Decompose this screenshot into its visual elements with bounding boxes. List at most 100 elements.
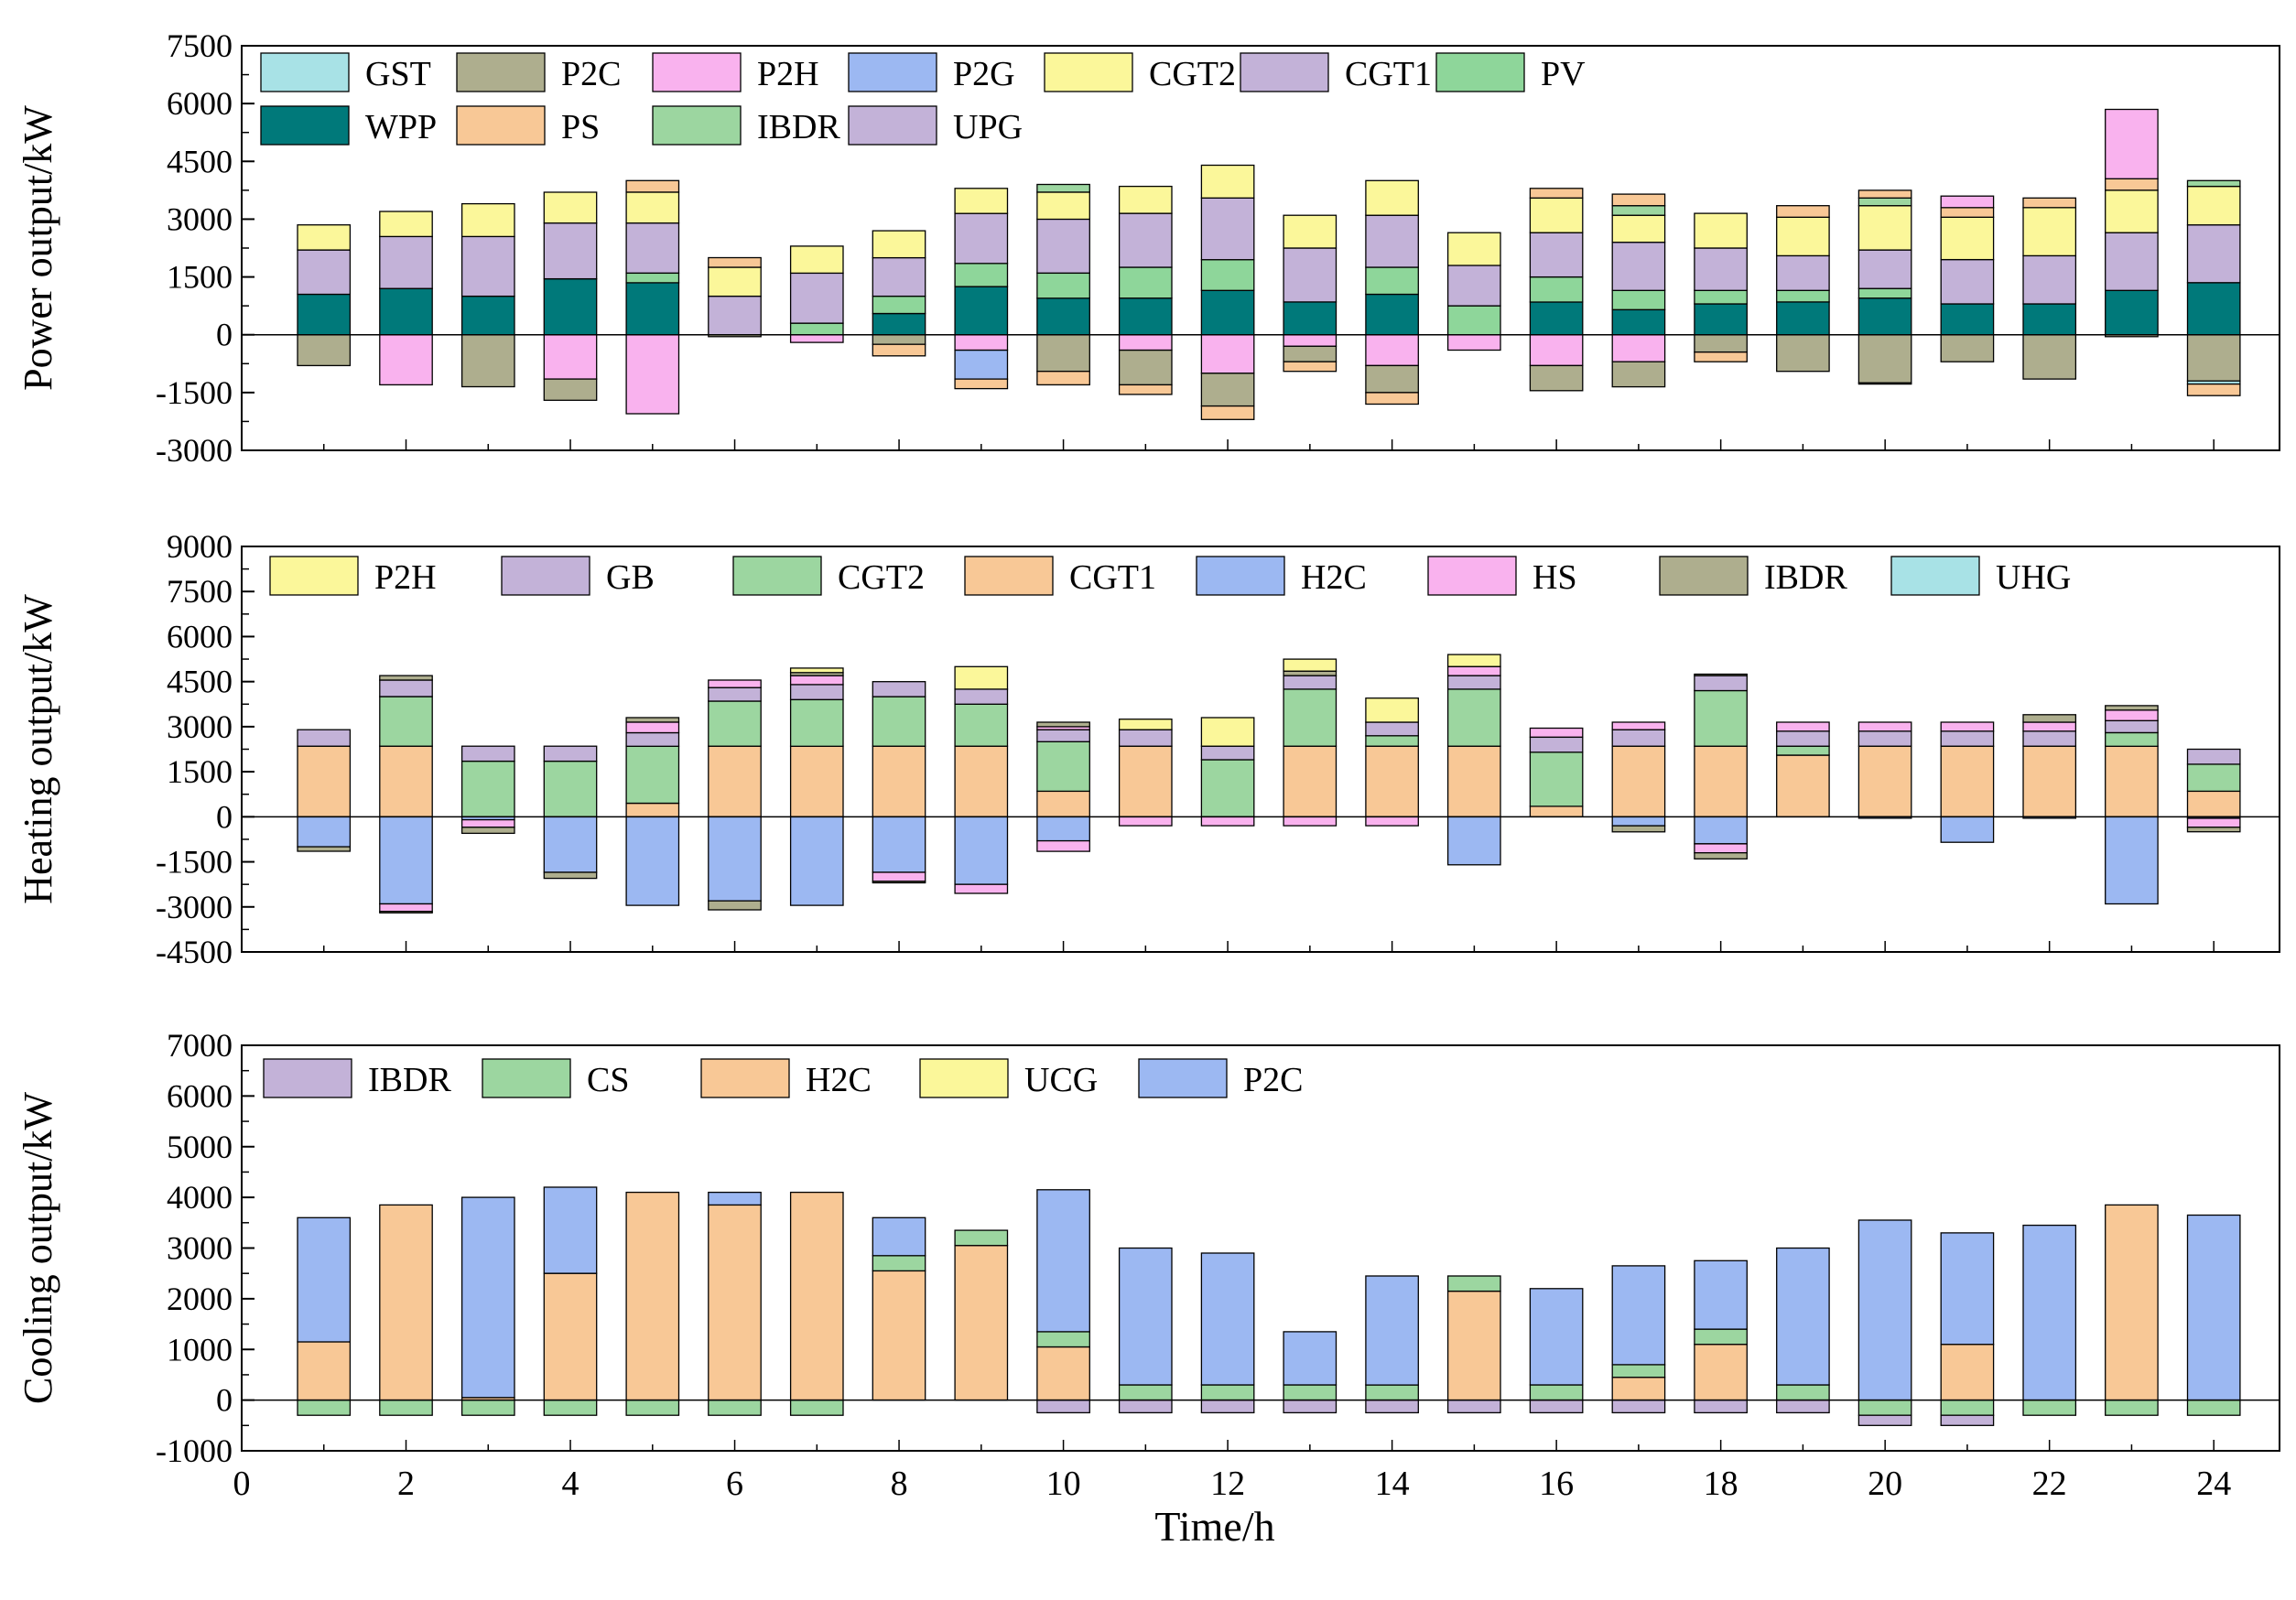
cooling-bar-p2c-h16 [1529, 1288, 1584, 1386]
heating-bar-hs-h2-neg [379, 903, 433, 913]
power-bar-upg-h20 [1857, 249, 1912, 289]
heating-bar-h2c-h10-neg [1036, 816, 1090, 842]
heating-bar-hs-h18-neg [1694, 843, 1748, 854]
cooling-legend: IBDR CS H2C UCG P2C [263, 1058, 1303, 1099]
power-bar-p2h-h16-neg [1529, 334, 1584, 367]
power-legend-swatch-cgt2 [1044, 52, 1133, 92]
power-bar-upg-h21 [1940, 258, 1995, 305]
heating-bar-ibdr-h24-neg [2186, 827, 2241, 833]
cooling-bar-cs-h11 [1118, 1384, 1173, 1401]
cooling-bar-p2c-h21 [1940, 1232, 1995, 1346]
power-bar-cgt2-h6 [708, 266, 762, 297]
heating-bar-gb-h17 [1611, 729, 1666, 747]
heating-bar-ibdr-h3-neg [460, 827, 515, 835]
power-bar-cgt2-h15 [1446, 232, 1501, 266]
power-bar-ibdr-h10 [1036, 183, 1090, 193]
power-bar-pv-h11 [1118, 266, 1173, 299]
heating-ytick-label: 1500 [167, 753, 233, 790]
power-bar-pv-h9 [954, 263, 1009, 287]
heating-bar-h2c-h17-neg [1611, 816, 1666, 827]
cooling-bar-cs-h1-neg [297, 1399, 352, 1416]
power-bar-wpp-h24 [2186, 282, 2241, 336]
heating-bar-p2h-h15 [1446, 654, 1501, 667]
power-ytick-label: -3000 [156, 432, 233, 469]
heating-bar-cgt2-h14 [1365, 735, 1419, 747]
heating-bar-cgt1-h19 [1776, 754, 1830, 818]
power-ylabel: Power output/kW [16, 105, 60, 391]
heating-bar-h2c-h21-neg [1940, 816, 1995, 843]
power-bar-p2h-h14-neg [1365, 334, 1419, 367]
power-bar-ps-h9-neg [954, 378, 1009, 390]
power-bar-ps-h19 [1776, 205, 1830, 218]
cooling-ytick-label: 4000 [167, 1179, 233, 1216]
heating-bar-h2c-h9-neg [954, 816, 1009, 885]
heating-bar-gb-h24 [2186, 748, 2241, 765]
heating-bar-hs-h20 [1857, 721, 1912, 732]
heating-bar-cgt1-h22 [2022, 745, 2077, 817]
power-legend-label-p2h: P2H [757, 55, 819, 93]
heating-bar-h2c-h8-neg [872, 816, 926, 873]
cooling-legend-swatch-cs [482, 1058, 571, 1098]
cooling-legend-swatch-h2c [700, 1058, 790, 1098]
heating-bar-cgt1-h17 [1611, 745, 1666, 817]
heating-legend-label-cgt2: CGT2 [838, 558, 925, 597]
heating-bar-cgt2-h5 [625, 745, 680, 805]
cooling-bar-p2c-h11 [1118, 1247, 1173, 1386]
heating-bar-cgt2-h15 [1446, 688, 1501, 747]
heating-bar-gb-h14 [1365, 721, 1419, 737]
heating-bar-p2h-h13 [1283, 658, 1338, 672]
power-bar-cgt2-h7 [789, 245, 844, 275]
power-ytick-label: 6000 [167, 85, 233, 122]
heating-legend-label-p2h: P2H [374, 558, 437, 597]
power-bar-cgt2-h12 [1200, 164, 1255, 199]
power-bar-upg-h5 [625, 222, 680, 274]
cooling-xtick-label: 8 [891, 1465, 908, 1503]
power-bar-cgt2-h18 [1694, 212, 1748, 249]
power-bar-p2h-h4-neg [543, 334, 598, 380]
power-bar-pv-h12 [1200, 258, 1255, 291]
heating-bar-hs-h12-neg [1200, 816, 1255, 827]
power-bar-cgt2-h10 [1036, 191, 1090, 221]
power-bar-p2h-h15-neg [1446, 334, 1501, 351]
power-bar-p2h-h7-neg [789, 334, 844, 343]
power-bar-p2h-h13-neg [1283, 334, 1338, 347]
cooling-bar-h2c-h21 [1940, 1344, 1995, 1401]
cooling-bar-cs-h18 [1694, 1328, 1748, 1346]
cooling-bar-cs-h19 [1776, 1384, 1830, 1401]
heating-bar-p2h-h14 [1365, 697, 1419, 723]
power-bar-pv-h7 [789, 322, 844, 336]
power-legend-swatch-p2g [848, 52, 937, 92]
chart-heating: -4500 -3000 -1500 0 1500 3000 4500 6000 7500 9000… [16, 528, 2280, 970]
cooling-bar-cs-h8 [872, 1255, 926, 1272]
power-bar-p2h-h23 [2105, 108, 2159, 179]
heating-legend-label-ibdr: IBDR [1764, 558, 1847, 597]
power-bar-upg-h12 [1200, 197, 1255, 261]
power-bar-wpp-h8 [872, 312, 926, 336]
power-bar-wpp-h12 [1200, 289, 1255, 336]
power-legend-swatch-gst [260, 52, 350, 92]
cooling-bar-cs-h14 [1365, 1384, 1419, 1401]
heating-bar-hs-h9-neg [954, 883, 1009, 894]
power-bar-p2c-h24-neg [2186, 334, 2241, 382]
power-bar-upg-h1 [297, 249, 352, 296]
power-bar-p2c-h1-neg [297, 334, 352, 367]
heating-bar-gb-h10 [1036, 729, 1090, 742]
power-bar-p2c-h18-neg [1694, 334, 1748, 353]
cooling-bar-p2c-h17 [1611, 1265, 1666, 1366]
cooling-bar-cs-h4-neg [543, 1399, 598, 1416]
heating-bar-hs-h10-neg [1036, 839, 1090, 852]
power-ytick-label: 7500 [167, 27, 233, 64]
heating-bar-ibdr-h2-neg [379, 911, 433, 914]
heating-legend: P2H GB CGT2 CGT1 H2C HS IBDR UHG [269, 556, 2071, 597]
power-legend-label-p2c: P2C [561, 55, 621, 93]
power-bar-p2h-h17-neg [1611, 334, 1666, 362]
heating-legend-swatch-cgt2 [732, 556, 822, 596]
power-bar-upg-h6 [708, 295, 762, 336]
heating-bar-ibdr-h23 [2105, 705, 2159, 711]
heating-ytick-label: 3000 [167, 708, 233, 745]
cooling-legend-swatch-ucg [919, 1058, 1009, 1098]
cooling-ylabel: Cooling output/kW [16, 1092, 60, 1404]
heating-legend-label-hs: HS [1532, 558, 1577, 597]
power-bar-cgt2-h1 [297, 224, 352, 251]
heating-bar-ibdr-h8-neg [872, 881, 926, 884]
